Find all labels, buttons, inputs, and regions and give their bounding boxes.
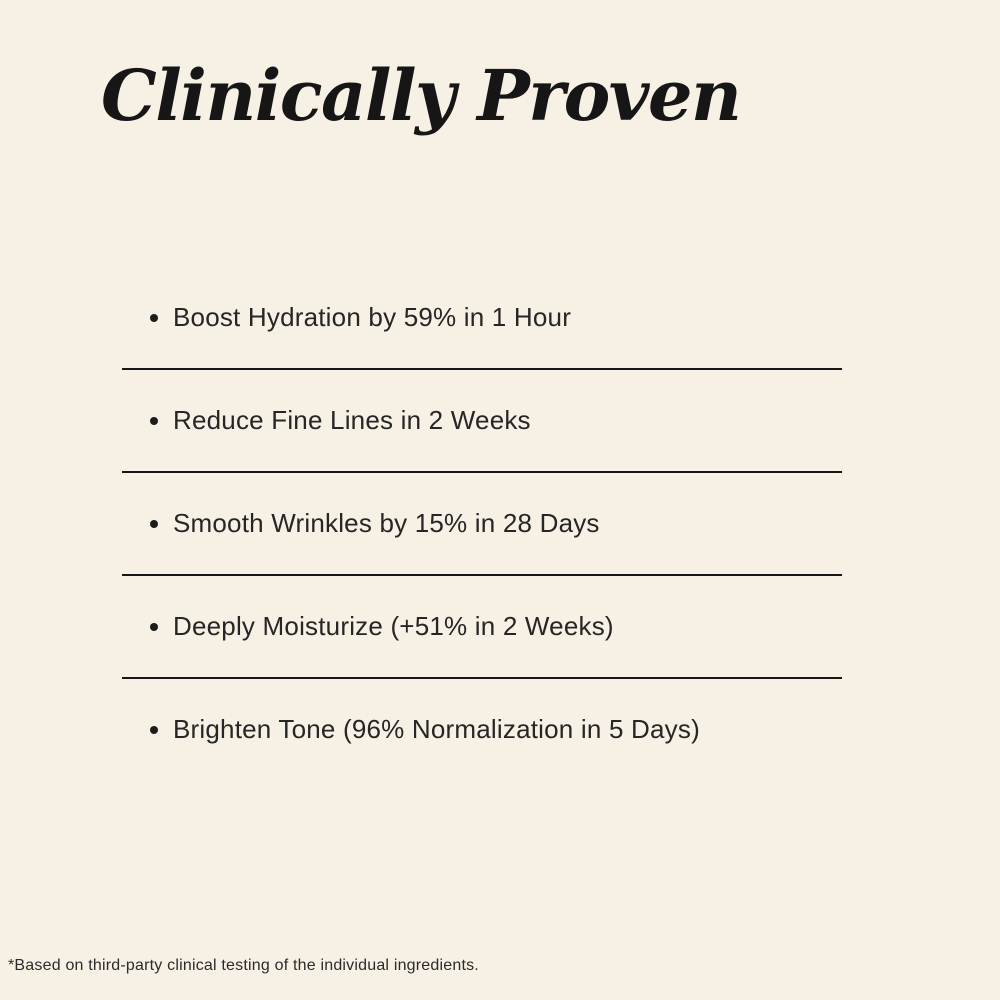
- claims-list: Boost Hydration by 59% in 1 Hour Reduce …: [122, 267, 842, 780]
- bullet-icon: [150, 725, 158, 734]
- claim-text: Smooth Wrinkles by 15% in 28 Days: [173, 508, 600, 538]
- bullet-icon: [150, 622, 158, 631]
- footnote: *Based on third-party clinical testing o…: [8, 957, 479, 974]
- claim-row: Deeply Moisturize (+51% in 2 Weeks): [122, 576, 842, 677]
- claim-text: Brighten Tone (96% Normalization in 5 Da…: [173, 714, 700, 744]
- bullet-icon: [150, 313, 158, 322]
- claim-text: Deeply Moisturize (+51% in 2 Weeks): [173, 611, 614, 641]
- bullet-icon: [150, 519, 158, 528]
- divider: [122, 574, 842, 576]
- divider: [122, 471, 842, 473]
- claim-row: Brighten Tone (96% Normalization in 5 Da…: [122, 679, 842, 780]
- divider: [122, 677, 842, 679]
- claim-row: Smooth Wrinkles by 15% in 28 Days: [122, 473, 842, 574]
- claim-text: Reduce Fine Lines in 2 Weeks: [173, 405, 531, 435]
- divider: [122, 368, 842, 370]
- claim-row: Reduce Fine Lines in 2 Weeks: [122, 370, 842, 471]
- claim-text: Boost Hydration by 59% in 1 Hour: [173, 302, 572, 332]
- claim-row: Boost Hydration by 59% in 1 Hour: [122, 267, 842, 368]
- page-title: Clinically Proven: [101, 54, 742, 137]
- bullet-icon: [150, 416, 158, 425]
